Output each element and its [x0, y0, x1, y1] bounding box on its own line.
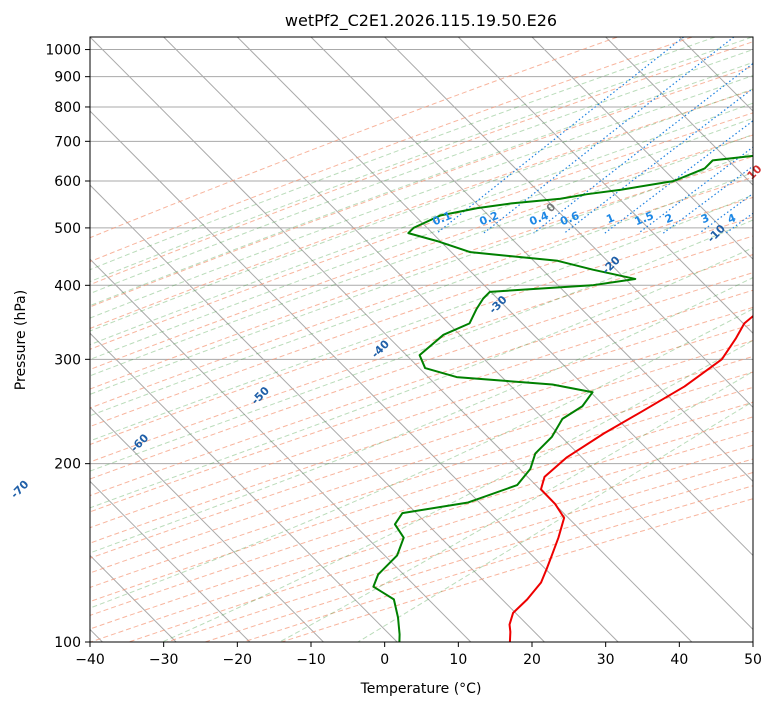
x-axis-label: Temperature (°C)	[360, 681, 482, 697]
mixing-ratio-line	[564, 87, 753, 234]
x-axis-ticks: −40 −30 −20 −10 0 10 20 30 40 50	[75, 642, 762, 668]
x-tick-label: −40	[75, 652, 105, 668]
y-tick-label: 1000	[45, 43, 81, 59]
y-tick-label: 700	[54, 134, 81, 150]
y-tick-label: 900	[54, 70, 81, 86]
y-axis-label: Pressure (hPa)	[13, 290, 29, 390]
isotherm--40	[90, 37, 693, 642]
moist-adiabat	[90, 75, 753, 319]
moist-adiabat	[161, 339, 753, 642]
dewpoint-profile	[372, 154, 753, 642]
moist-adiabat	[90, 247, 753, 509]
x-tick-label: 20	[523, 652, 541, 668]
y-axis-ticks: 100 200 300 400 500 600 700 800 900 1000	[45, 43, 90, 651]
isotherm--50	[90, 110, 619, 642]
dry-adiabat	[90, 176, 753, 409]
temperature-profile	[508, 314, 753, 642]
x-tick-label: 40	[670, 652, 688, 668]
mixing-ratio-label: 3	[699, 211, 711, 226]
chart-title: wetPf2_C2E1.2026.115.19.50.E26	[285, 11, 557, 31]
mixing-ratio-label: 2	[663, 211, 675, 226]
moist-adiabat	[90, 308, 753, 609]
isotherm-20	[531, 37, 753, 260]
moist-adiabat	[90, 37, 753, 283]
y-tick-label: 200	[54, 457, 81, 473]
dry-adiabat	[90, 41, 753, 286]
isotherm-0	[384, 37, 753, 409]
isotherm--30	[163, 37, 753, 631]
dry-adiabat	[90, 155, 753, 390]
isotherm-30	[605, 37, 753, 186]
x-tick-label: 30	[597, 652, 615, 668]
dry-adiabat	[90, 37, 620, 239]
isotherm--20	[236, 37, 753, 557]
y-tick-label: 800	[54, 100, 81, 116]
y-tick-label: 100	[54, 635, 81, 651]
isotherm--100	[90, 480, 251, 642]
plot-area	[90, 37, 753, 642]
isotherm-10	[457, 37, 753, 334]
isotherm--80	[90, 332, 398, 642]
mixing-ratio-line	[483, 37, 735, 234]
plot-frame	[89, 36, 754, 643]
x-tick-label: −30	[149, 652, 179, 668]
dry-adiabat	[90, 65, 753, 308]
y-tick-label: 300	[54, 352, 81, 368]
x-tick-label: −20	[223, 652, 253, 668]
isotherm--90	[90, 406, 324, 642]
moist-adiabat	[90, 219, 753, 472]
mixing-ratio-line	[662, 165, 753, 234]
dry-adiabat	[90, 112, 753, 350]
y-tick-label: 500	[54, 221, 81, 237]
mixing-ratio-label: 1	[604, 211, 616, 226]
y-tick-label: 600	[54, 174, 81, 190]
moist-adiabat	[90, 102, 753, 346]
mixing-ratio-line	[533, 62, 753, 234]
x-tick-label: −10	[296, 652, 326, 668]
x-tick-label: 10	[449, 652, 467, 668]
x-tick-label: 50	[744, 652, 762, 668]
moist-adiabat	[90, 61, 753, 307]
moist-adiabat	[90, 171, 753, 417]
moist-adiabat	[90, 117, 753, 361]
isotherm--60	[90, 184, 545, 642]
y-tick-label: 400	[54, 278, 81, 294]
x-tick-label: 0	[380, 652, 389, 668]
